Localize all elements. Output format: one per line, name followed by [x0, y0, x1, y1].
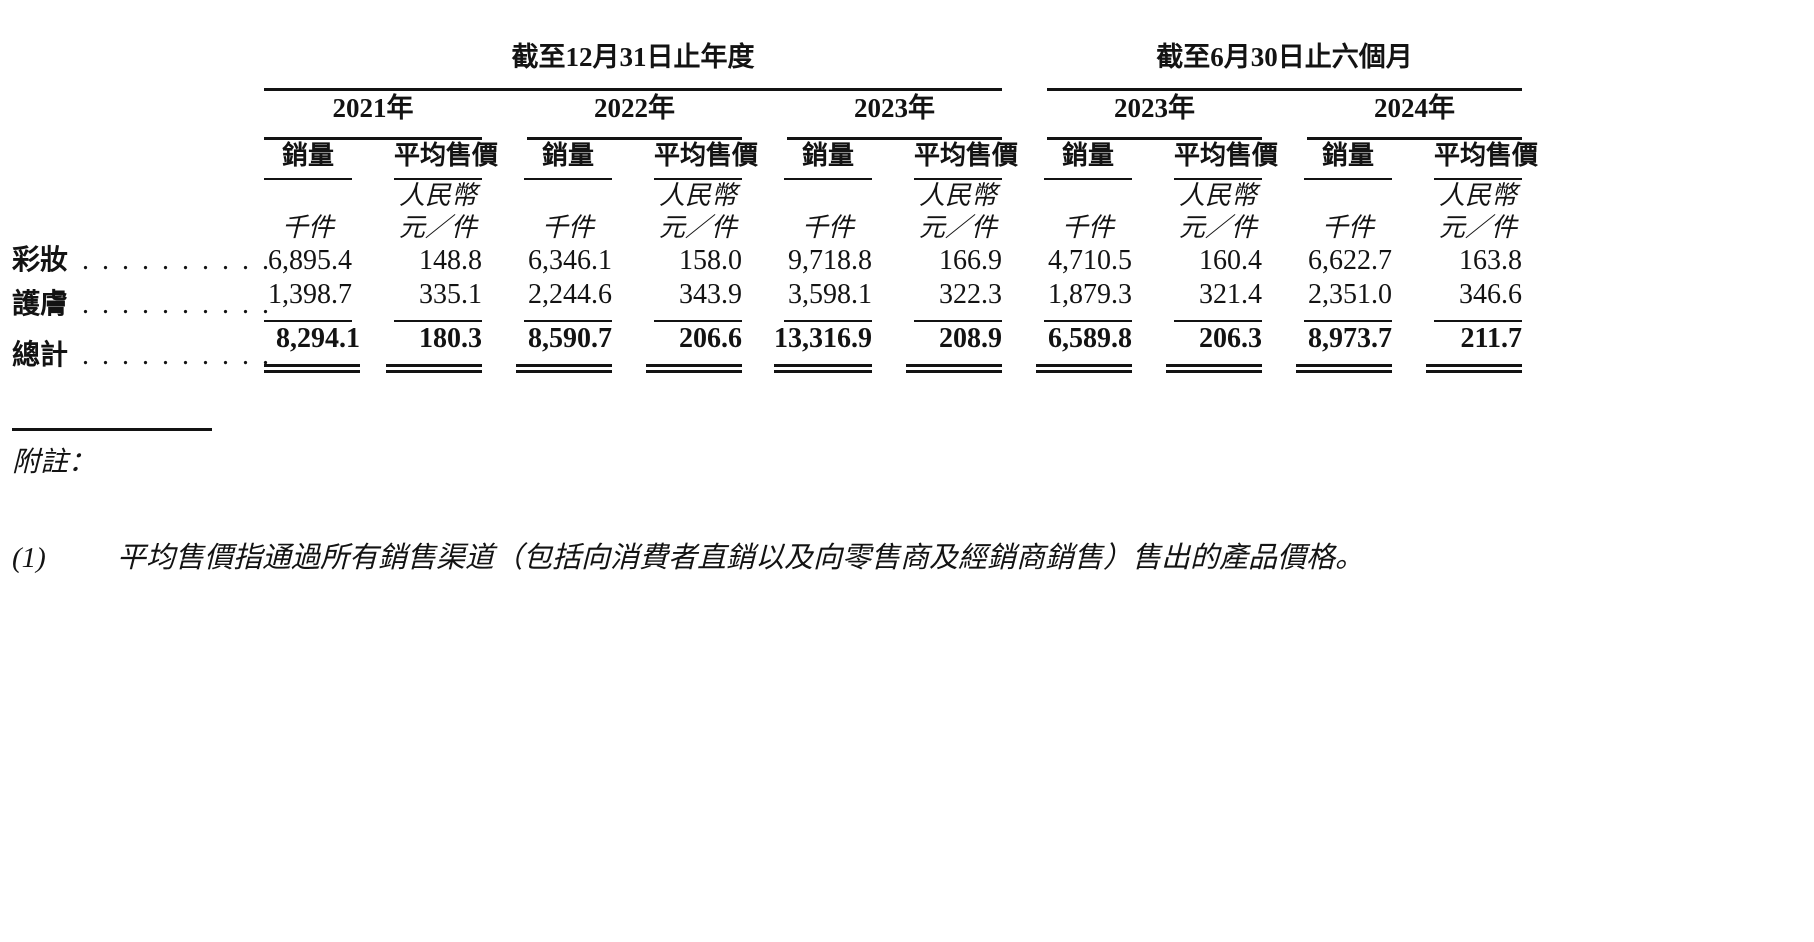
value-cell: 148.8 [419, 245, 482, 276]
currency-label: 人民幣 [918, 181, 997, 210]
unit-volume: 千件 [1061, 213, 1114, 242]
total-value-cell: 211.7 [1426, 322, 1522, 373]
unit-asp: 元／件 [1178, 213, 1257, 242]
value-cell: 6,895.4 [268, 245, 352, 276]
dot-leader: . . . . . . . . . . [82, 340, 273, 371]
notes-heading: 附註： [12, 447, 97, 478]
dot-leader: . . . . . . . . . . [82, 245, 273, 276]
unit-asp: 元／件 [1438, 213, 1517, 242]
value-cell: 343.9 [654, 278, 742, 322]
notes-section: 附註： (1) 平均售價指通過所有銷售渠道（包括向消費者直銷以及向零售商及經銷商… [12, 428, 1814, 577]
group-header-annual-label: 截至12月31日止年度 [511, 42, 755, 72]
value-cell: 3,598.1 [784, 278, 872, 322]
total-value-cell: 8,294.1 [264, 322, 360, 373]
asp-header: 平均售價 [914, 140, 1018, 180]
value-cell: 2,244.6 [524, 278, 612, 322]
unit-asp: 元／件 [918, 213, 997, 242]
value-cell: 6,346.1 [528, 245, 612, 276]
total-value-cell: 8,973.7 [1296, 322, 1392, 373]
value-cell: 322.3 [914, 278, 1002, 322]
unit-asp: 元／件 [658, 213, 737, 242]
group-header-annual: 截至12月31日止年度 [264, 40, 1002, 91]
unit-volume: 千件 [541, 213, 594, 242]
table-row-skincare: 護膚 . . . . . . . . . . 1,398.7 335.1 2,24… [12, 278, 1522, 322]
table-row-makeup: 彩妝 . . . . . . . . . . 6,895.4 148.8 6,34… [12, 244, 1522, 278]
notes-divider [12, 428, 212, 431]
column-group-header-row: 截至12月31日止年度 截至6月30日止六個月 [12, 40, 1522, 91]
footnote-marker: (1) [12, 542, 46, 574]
unit-volume: 千件 [1321, 213, 1374, 242]
year-header-2022: 2022年 [527, 91, 742, 140]
metric-header-row: 銷量 平均售價 銷量 平均售價 銷量 平均售價 銷量 平均售價 銷量 平均售價 [12, 140, 1538, 180]
dot-leader: . . . . . . . . . . [82, 289, 273, 320]
total-value-cell: 206.6 [646, 322, 742, 373]
value-cell: 4,710.5 [1048, 245, 1132, 276]
year-header-2023: 2023年 [787, 91, 1002, 140]
value-cell: 9,718.8 [788, 245, 872, 276]
total-value-cell: 180.3 [386, 322, 482, 373]
table-row-total: 總計 . . . . . . . . . . 8,294.1 180.3 8,59… [12, 322, 1522, 373]
unit-volume: 千件 [801, 213, 854, 242]
volume-header: 銷量 [524, 140, 612, 180]
unit-row: 千件 元／件 千件 元／件 千件 元／件 千件 元／件 千件 元／件 [12, 212, 1522, 244]
asp-header: 平均售價 [394, 140, 498, 180]
value-cell: 6,622.7 [1308, 245, 1392, 276]
asp-header: 平均售價 [1174, 140, 1278, 180]
sales-volume-asp-table: 截至12月31日止年度 截至6月30日止六個月 2021年 2022年 2023… [12, 40, 1538, 373]
currency-label: 人民幣 [1178, 181, 1257, 210]
value-cell: 160.4 [1199, 245, 1262, 276]
value-cell: 346.6 [1434, 278, 1522, 322]
currency-label: 人民幣 [658, 181, 737, 210]
total-value-cell: 13,316.9 [774, 322, 872, 373]
row-label-total: 總計 [12, 340, 69, 371]
year-header-2023-interim: 2023年 [1047, 91, 1262, 140]
footnote-text: 平均售價指通過所有銷售渠道（包括向消費者直銷以及向零售商及經銷商銷售）售出的產品… [117, 542, 1365, 574]
footnote-1: (1) 平均售價指通過所有銷售渠道（包括向消費者直銷以及向零售商及經銷商銷售）售… [12, 539, 1542, 577]
currency-label: 人民幣 [398, 181, 477, 210]
asp-header: 平均售價 [1434, 140, 1538, 180]
currency-row: 人民幣 人民幣 人民幣 人民幣 人民幣 [12, 180, 1522, 212]
total-value-cell: 208.9 [906, 322, 1002, 373]
volume-header: 銷量 [1304, 140, 1392, 180]
row-label-makeup: 彩妝 [12, 245, 69, 276]
asp-header: 平均售價 [654, 140, 758, 180]
value-cell: 321.4 [1174, 278, 1262, 322]
group-header-interim: 截至6月30日止六個月 [1047, 40, 1522, 91]
unit-asp: 元／件 [398, 213, 477, 242]
volume-header: 銷量 [264, 140, 352, 180]
currency-label: 人民幣 [1438, 181, 1517, 210]
value-cell: 158.0 [679, 245, 742, 276]
volume-header: 銷量 [1044, 140, 1132, 180]
unit-volume: 千件 [281, 213, 334, 242]
total-value-cell: 6,589.8 [1036, 322, 1132, 373]
value-cell: 1,879.3 [1044, 278, 1132, 322]
total-value-cell: 206.3 [1166, 322, 1262, 373]
value-cell: 166.9 [939, 245, 1002, 276]
value-cell: 163.8 [1459, 245, 1522, 276]
year-header-row: 2021年 2022年 2023年 2023年 2024年 [12, 91, 1522, 140]
value-cell: 1,398.7 [264, 278, 352, 322]
value-cell: 2,351.0 [1304, 278, 1392, 322]
year-header-2024-interim: 2024年 [1307, 91, 1522, 140]
total-value-cell: 8,590.7 [516, 322, 612, 373]
row-label-skincare: 護膚 [12, 289, 69, 320]
value-cell: 335.1 [394, 278, 482, 322]
group-header-interim-label: 截至6月30日止六個月 [1156, 42, 1413, 72]
year-header-2021: 2021年 [264, 91, 482, 140]
volume-header: 銷量 [784, 140, 872, 180]
